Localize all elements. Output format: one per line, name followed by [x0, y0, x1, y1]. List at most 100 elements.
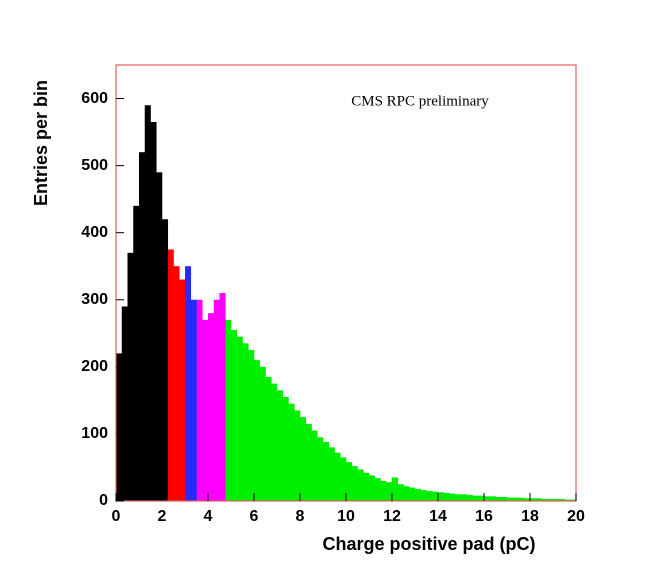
histogram-bar — [507, 497, 514, 501]
histogram-bar — [311, 430, 318, 501]
histogram-bar — [282, 397, 289, 501]
histogram-bar — [351, 466, 358, 501]
histogram-bar — [133, 205, 140, 501]
x-tick-label: 14 — [429, 508, 447, 525]
histogram-bar — [300, 417, 307, 501]
histogram-bar — [466, 494, 473, 501]
histogram-bar — [323, 441, 330, 501]
x-tick-label: 16 — [475, 508, 493, 525]
histogram-bar — [259, 366, 266, 501]
histogram-bar — [277, 390, 284, 501]
x-tick-label: 20 — [567, 508, 585, 525]
histogram-bar — [340, 457, 347, 501]
y-tick-label: 300 — [81, 291, 108, 308]
histogram-bar — [570, 499, 577, 501]
x-tick-label: 18 — [521, 508, 539, 525]
histogram-bar — [443, 492, 450, 501]
y-tick-label: 0 — [99, 492, 108, 509]
histogram-bar — [420, 490, 427, 501]
histogram-bar — [288, 403, 295, 501]
histogram-bar — [484, 496, 491, 501]
histogram-bar — [386, 482, 393, 501]
x-tick-label: 10 — [337, 508, 355, 525]
x-tick-label: 2 — [158, 508, 167, 525]
histogram-bar — [236, 336, 243, 501]
histogram-bar — [248, 350, 255, 501]
histogram-bar — [196, 299, 203, 501]
histogram-bar — [305, 423, 312, 501]
histogram-bar — [455, 494, 462, 501]
histogram-bar — [438, 492, 445, 501]
histogram-bar — [271, 383, 278, 501]
x-tick-label: 0 — [112, 508, 121, 525]
histogram-bar — [489, 496, 496, 501]
histogram-bar — [432, 491, 439, 501]
histogram-bar — [265, 376, 272, 501]
histogram-bar — [202, 319, 209, 501]
histogram-bar — [173, 266, 180, 501]
y-tick-label: 400 — [81, 224, 108, 241]
histogram-bar — [242, 343, 249, 501]
histogram-bar — [541, 498, 548, 501]
histogram-bar — [363, 472, 370, 501]
histogram-bar — [294, 410, 301, 501]
histogram-bar — [213, 299, 220, 501]
annotation: CMS RPC preliminary — [351, 93, 489, 109]
histogram-bar — [144, 105, 151, 501]
histogram-bar — [478, 495, 485, 501]
histogram-bar — [374, 478, 381, 501]
histogram-bar — [547, 498, 554, 501]
histogram-bar — [254, 360, 261, 501]
y-tick-label: 500 — [81, 157, 108, 174]
histogram-bar — [231, 329, 238, 501]
histogram-bar — [415, 488, 422, 501]
histogram-bar — [185, 266, 192, 501]
histogram-bar — [334, 452, 341, 501]
histogram-bar — [219, 293, 226, 501]
histogram-bar — [369, 475, 376, 501]
x-tick-label: 4 — [204, 508, 213, 525]
histogram-bar — [139, 152, 146, 501]
x-tick-label: 12 — [383, 508, 401, 525]
histogram-bar — [162, 219, 169, 501]
histogram-bar — [524, 498, 531, 501]
histogram-bar — [225, 319, 232, 501]
histogram-bar — [380, 480, 387, 501]
histogram-bar — [501, 496, 508, 501]
histogram-bar — [317, 437, 324, 501]
histogram-bar — [127, 252, 134, 501]
histogram-bar — [116, 353, 123, 501]
histogram-bar — [409, 487, 416, 501]
histogram-bar — [472, 495, 479, 501]
histogram-bar — [461, 494, 468, 501]
histogram-bar — [208, 313, 215, 501]
histogram-bar — [449, 493, 456, 501]
plot-area — [116, 105, 577, 502]
histogram-bar — [328, 447, 335, 501]
histogram-bar — [495, 496, 502, 501]
x-tick-label: 8 — [296, 508, 305, 525]
histogram-bar — [167, 249, 174, 501]
y-tick-label: 200 — [81, 358, 108, 375]
histogram-bar — [553, 498, 560, 501]
histogram-bar — [535, 498, 542, 501]
y-tick-label: 100 — [81, 425, 108, 442]
histogram-bar — [564, 499, 571, 501]
histogram-bar — [530, 498, 537, 501]
histogram-bar — [357, 469, 364, 501]
histogram-bar — [346, 462, 353, 501]
histogram-bar — [512, 497, 519, 501]
histogram-bar — [426, 490, 433, 501]
histogram-bar — [518, 497, 525, 501]
histogram-bar — [558, 498, 565, 501]
histogram-bar — [392, 477, 399, 501]
histogram-bar — [179, 279, 186, 501]
histogram-bar — [403, 486, 410, 501]
histogram-bar — [156, 172, 163, 502]
histogram-bar — [150, 122, 157, 501]
y-axis-title: Entries per bin — [31, 80, 51, 206]
histogram-bar — [121, 306, 128, 501]
histogram-bar — [190, 299, 197, 501]
